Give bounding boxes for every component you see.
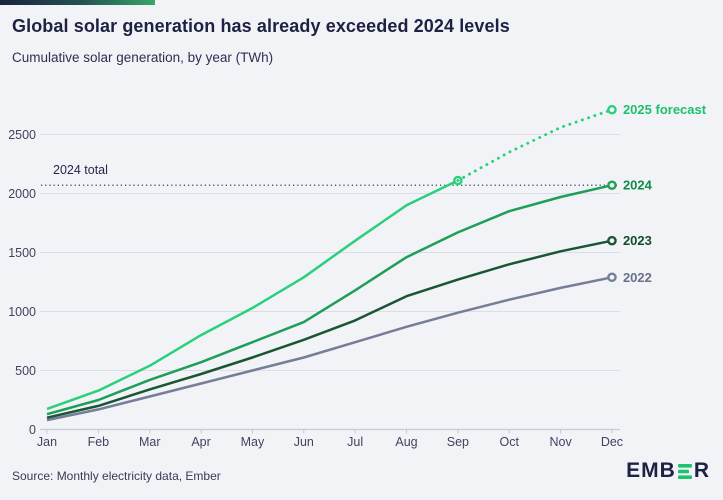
y-tick-label: 2500 [8,128,36,142]
series-line-2024 [46,183,613,416]
x-axis: Jan Feb Mar Apr May Jun Jul Aug Sep Oct Nov Dec [37,429,623,449]
source-note: Source: Monthly electricity data, Ember [12,469,221,483]
x-tick-label: Oct [500,435,520,449]
endpoint-marker-2022 [607,272,617,283]
y-tick-label: 1000 [8,305,36,319]
x-tick-label: Jan [37,435,57,449]
ember-logo-text-suffix: R [693,459,710,482]
ember-logo: EMB R [626,459,710,483]
series-label-2024: 2024 [623,178,653,193]
brand-accent-bar [0,0,155,5]
series-line-2025 [46,179,459,411]
y-axis: 0 500 1000 1500 2000 2500 [8,128,620,437]
endpoint-marker-2023 [607,235,617,246]
series-line-2025-forecast [456,108,614,182]
chart-subtitle: Cumulative solar generation, by year (TW… [12,50,274,65]
x-tick-label: Jul [347,435,363,449]
series-line-2023 [46,239,613,419]
x-tick-label: Apr [191,435,210,449]
y-tick-label: 0 [29,423,36,437]
series-label-2025-forecast: 2025 forecast [623,102,707,117]
y-tick-label: 2000 [8,187,36,201]
series-line-2022 [46,276,613,422]
reference-line-label: 2024 total [53,163,108,177]
endpoint-marker-2024 [607,180,617,191]
x-tick-label: May [241,435,265,449]
x-tick-label: Dec [601,435,623,449]
x-tick-label: Nov [549,435,572,449]
endpoint-marker-2025-forecast [607,104,617,115]
ember-logo-text-prefix: EMB [626,459,676,482]
series-label-2022: 2022 [623,270,652,285]
y-tick-label: 1500 [8,246,36,260]
chart-title: Global solar generation has already exce… [12,16,510,36]
ember-logo-e-icon [677,463,692,479]
x-tick-label: Aug [395,435,417,449]
x-tick-label: Jun [294,435,314,449]
series-label-2023: 2023 [623,233,652,248]
x-tick-label: Feb [88,435,110,449]
y-tick-label: 500 [15,364,36,378]
x-tick-label: Mar [139,435,161,449]
x-tick-label: Sep [447,435,469,449]
